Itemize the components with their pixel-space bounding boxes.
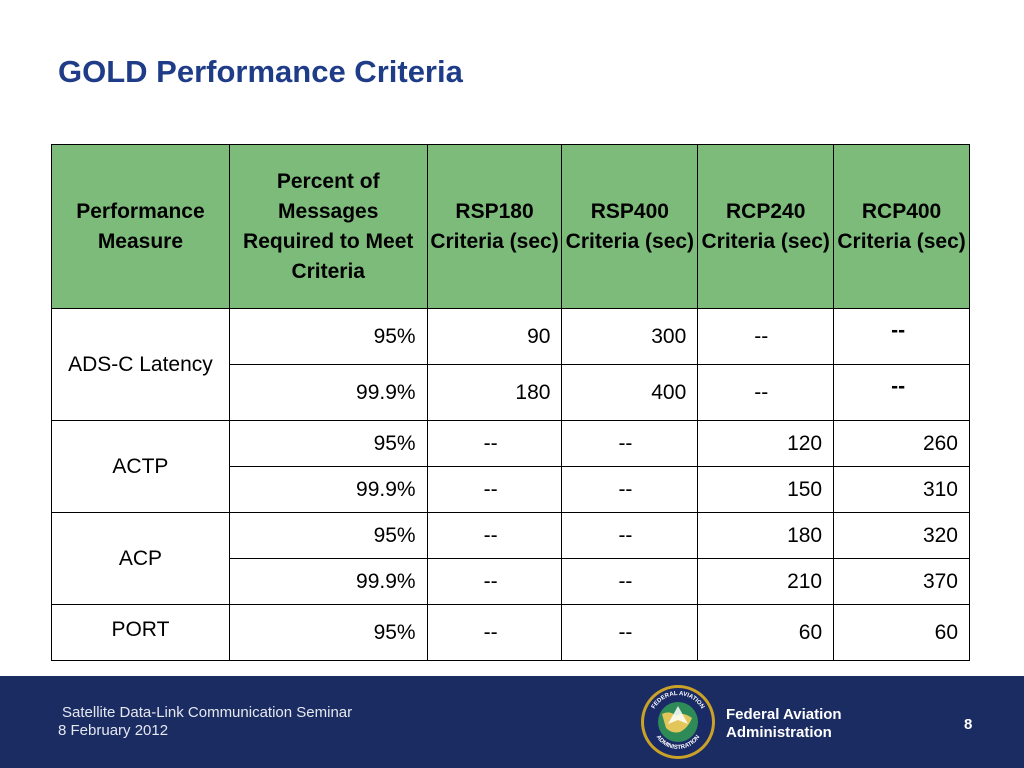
percent-cell: 95% <box>228 308 428 365</box>
header-rcp400: RCP400 Criteria (sec) <box>833 144 970 309</box>
rsp400-cell: -- <box>561 558 699 605</box>
table-row: ADS-C Latency 95% 90 300 -- -- <box>51 308 970 421</box>
rsp180-cell: -- <box>426 466 563 513</box>
footer-band: Satellite Data-Link Communication Semina… <box>0 676 1024 768</box>
header-percent-messages: Percent of Messages Required to Meet Cri… <box>228 144 428 309</box>
criteria-table: Performance Measure Percent of Messages … <box>51 144 970 661</box>
faa-seal-icon: FEDERAL AVIATION ADMINISTRATION <box>641 685 715 759</box>
percent-cell: 95% <box>228 420 428 467</box>
measure-cell: ADS-C Latency <box>51 308 230 421</box>
rcp240-cell: 120 <box>697 420 835 467</box>
rcp240-cell: 60 <box>697 604 835 661</box>
header-performance-measure: Performance Measure <box>51 144 230 309</box>
table-row: 99.9% -- -- 150 310 <box>52 466 970 513</box>
agency-line-2: Administration <box>726 724 832 741</box>
agency-name: Federal Aviation Administration <box>726 706 842 742</box>
rcp400-cell: 260 <box>833 420 970 467</box>
rsp180-cell: 90 <box>426 308 563 365</box>
percent-cell: 95% <box>228 604 428 661</box>
table-row: 99.9% -- -- 210 370 <box>52 558 970 605</box>
header-rsp400: RSP400 Criteria (sec) <box>561 144 699 309</box>
percent-cell: 99.9% <box>228 364 428 421</box>
rsp400-cell: -- <box>561 420 699 467</box>
rcp240-cell: 180 <box>697 512 835 559</box>
agency-line-1: Federal Aviation <box>726 706 842 723</box>
rcp240-cell: -- <box>697 308 835 365</box>
rcp400-cell: 320 <box>833 512 970 559</box>
seminar-name: Satellite Data-Link Communication Semina… <box>62 704 353 721</box>
measure-cell: PORT <box>51 604 230 661</box>
page-number: 8 <box>964 716 973 733</box>
percent-cell: 99.9% <box>228 558 428 605</box>
header-rsp180: RSP180 Criteria (sec) <box>426 144 563 309</box>
rsp180-cell: -- <box>426 420 563 467</box>
measure-cell: ACTP <box>51 420 230 513</box>
rcp240-cell: 210 <box>697 558 835 605</box>
rcp400-cell: -- <box>833 364 970 421</box>
rcp400-cell: -- <box>833 308 970 365</box>
rcp400-cell: 60 <box>833 604 970 661</box>
header-rcp240: RCP240 Criteria (sec) <box>697 144 835 309</box>
rsp400-cell: -- <box>561 466 699 513</box>
table-row: PORT 95% -- -- 60 60 <box>51 604 970 661</box>
table-row: ACP 95% -- -- 180 320 <box>51 512 970 605</box>
rsp400-cell: -- <box>561 512 699 559</box>
table-row: 99.9% 180 400 -- -- <box>52 364 970 421</box>
rsp180-cell: -- <box>426 558 563 605</box>
rcp240-cell: -- <box>697 364 835 421</box>
rsp180-cell: -- <box>426 604 563 661</box>
slide-title: GOLD Performance Criteria <box>58 54 463 89</box>
table-row: ACTP 95% -- -- 120 260 <box>51 420 970 513</box>
rcp240-cell: 150 <box>697 466 835 513</box>
percent-cell: 99.9% <box>228 466 428 513</box>
rsp180-cell: 180 <box>426 364 563 421</box>
rcp400-cell: 370 <box>833 558 970 605</box>
measure-cell: ACP <box>51 512 230 605</box>
rsp180-cell: -- <box>426 512 563 559</box>
rsp400-cell: -- <box>561 604 699 661</box>
percent-cell: 95% <box>228 512 428 559</box>
table-header-row: Performance Measure Percent of Messages … <box>51 144 970 309</box>
presentation-date: 8 February 2012 <box>58 722 169 739</box>
rsp400-cell: 300 <box>561 308 699 365</box>
rcp400-cell: 310 <box>833 466 970 513</box>
rsp400-cell: 400 <box>561 364 699 421</box>
